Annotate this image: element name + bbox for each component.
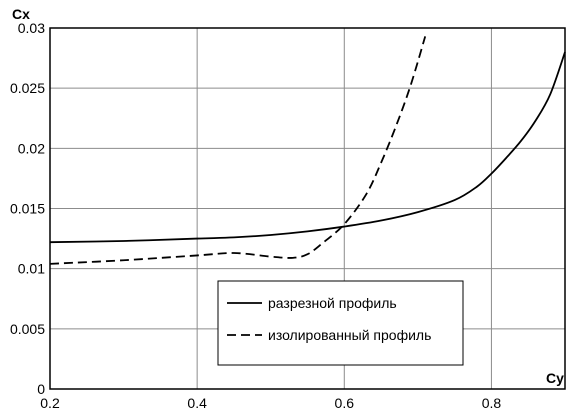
y-tick-label: 0.02 xyxy=(18,140,45,156)
x-tick-label: 0.8 xyxy=(482,395,502,411)
legend-label-solid: разрезной профиль xyxy=(268,295,397,311)
x-tick-label: 0.4 xyxy=(187,395,207,411)
series-line-solid xyxy=(49,51,566,244)
y-tick-label: 0.015 xyxy=(10,201,45,217)
y-tick-labels: 0 0.005 0.01 0.015 0.02 0.025 0.03 xyxy=(10,20,45,397)
y-tick-label: 0.005 xyxy=(10,321,45,337)
y-tick-label: 0 xyxy=(37,381,45,397)
legend-box xyxy=(217,280,464,366)
y-axis-title: Cx xyxy=(12,6,30,22)
x-axis-title: Cy xyxy=(546,370,564,386)
y-tick-label: 0.03 xyxy=(18,20,45,36)
y-tick-label: 0.025 xyxy=(10,80,45,96)
series-line-dashed xyxy=(49,36,427,265)
legend-label-dashed: изолированный профиль xyxy=(268,327,431,343)
x-tick-labels: 0.2 0.4 0.6 0.8 xyxy=(40,395,501,411)
series-layer xyxy=(49,36,566,265)
legend: разрезной профиль изолированный профиль xyxy=(217,280,464,366)
plot-border xyxy=(49,27,566,390)
x-tick-label: 0.2 xyxy=(40,395,60,411)
y-tick-label: 0.01 xyxy=(18,261,45,277)
x-tick-label: 0.6 xyxy=(335,395,355,411)
